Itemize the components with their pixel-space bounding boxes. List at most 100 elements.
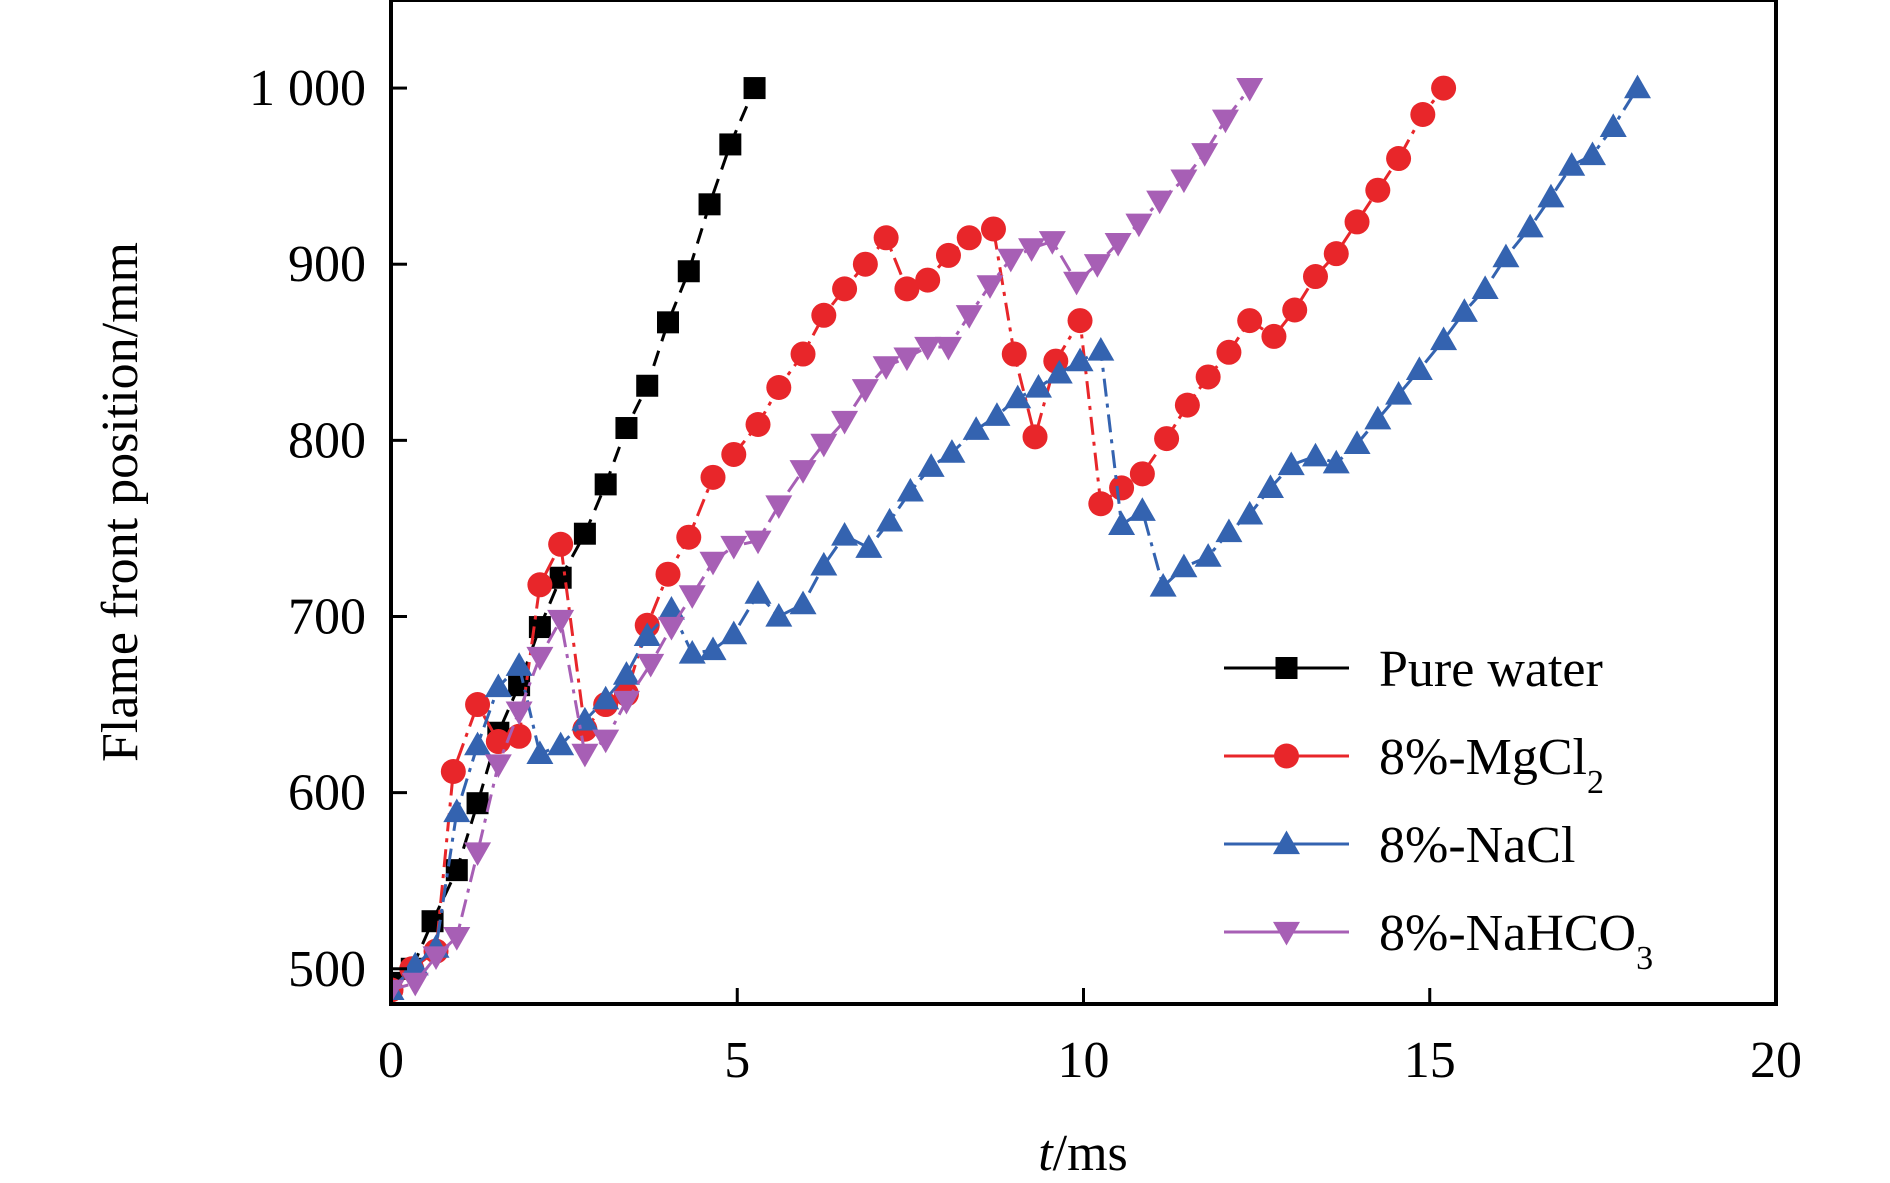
- data-point: [440, 758, 466, 784]
- data-point: [1104, 232, 1132, 257]
- data-point: [721, 441, 747, 467]
- data-point: [917, 453, 945, 477]
- data-point: [1170, 553, 1198, 578]
- y-tick-label: 600: [288, 765, 366, 822]
- data-point: [1194, 543, 1222, 567]
- data-point: [443, 926, 471, 951]
- x-tick-label: 15: [1404, 1032, 1456, 1089]
- data-point: [744, 580, 772, 604]
- x-tick-label: 20: [1750, 1032, 1802, 1089]
- legend-label: 8%-NaCl: [1379, 817, 1575, 874]
- legend-item: 8%-MgCl2: [1224, 729, 1604, 801]
- data-point: [720, 535, 748, 560]
- data-point: [699, 551, 727, 576]
- data-point: [1024, 374, 1052, 398]
- data-point: [1516, 213, 1544, 238]
- data-point: [1537, 183, 1565, 208]
- data-point: [1385, 381, 1413, 405]
- x-tick-label: 5: [724, 1032, 750, 1089]
- data-point: [547, 609, 575, 634]
- data-point: [876, 507, 904, 532]
- data-point: [1125, 213, 1153, 238]
- data-point: [1195, 364, 1221, 390]
- data-point: [1282, 297, 1308, 323]
- legend: Pure water 8%-MgCl2 8%-NaCl 8%-NaHCO3: [1224, 641, 1653, 977]
- data-point: [391, 979, 405, 1004]
- data-point: [934, 336, 962, 361]
- x-axis-title-italic: t: [1038, 1125, 1054, 1182]
- data-point: [548, 531, 574, 557]
- data-point: [1599, 113, 1627, 137]
- y-tick-label: 700: [288, 588, 366, 645]
- data-point: [1170, 169, 1198, 194]
- data-point: [633, 622, 661, 646]
- x-tick-label: 10: [1058, 1032, 1110, 1089]
- data-point: [962, 416, 990, 440]
- legend-label: 8%-MgCl2: [1379, 729, 1604, 801]
- data-point: [1215, 518, 1243, 543]
- data-point: [1066, 347, 1094, 372]
- data-point: [592, 729, 620, 754]
- data-point: [896, 477, 924, 502]
- data-point: [872, 356, 900, 380]
- data-point: [1128, 497, 1156, 521]
- data-point: [1001, 341, 1027, 367]
- data-point: [1018, 238, 1046, 262]
- data-point: [401, 972, 429, 997]
- data-point: [526, 740, 554, 765]
- data-point: [526, 646, 554, 671]
- data-point: [1322, 449, 1350, 474]
- data-point: [615, 417, 638, 440]
- data-point: [915, 267, 941, 293]
- data-point: [466, 792, 489, 815]
- data-point: [636, 374, 659, 397]
- data-point: [1067, 308, 1093, 334]
- legend-marker: [1275, 657, 1298, 679]
- data-point: [1624, 74, 1651, 99]
- data-point: [894, 276, 920, 302]
- data-point: [443, 798, 471, 823]
- data-point: [1364, 405, 1392, 430]
- data-point: [657, 595, 685, 620]
- data-point: [790, 341, 816, 367]
- data-point: [657, 616, 685, 641]
- data-point: [1236, 77, 1264, 102]
- data-point: [743, 77, 766, 100]
- y-axis-title: Flame front position/mm: [92, 242, 149, 762]
- x-axis-title: t/ms: [1038, 1125, 1128, 1182]
- data-point: [700, 464, 726, 490]
- data-point: [1558, 152, 1586, 176]
- data-point: [655, 561, 681, 587]
- data-point: [1236, 500, 1264, 525]
- data-point: [789, 460, 817, 484]
- data-point: [980, 216, 1006, 242]
- y-tick-label: 1 000: [249, 60, 366, 117]
- legend-marker: [1273, 921, 1300, 946]
- data-point: [1386, 146, 1412, 172]
- data-point: [852, 251, 878, 277]
- x-tick-label: 0: [378, 1032, 404, 1089]
- data-point: [766, 375, 792, 401]
- data-point: [1191, 143, 1219, 167]
- data-point: [955, 305, 983, 329]
- data-point: [527, 572, 553, 598]
- data-point: [1492, 243, 1520, 268]
- data-point: [1301, 442, 1329, 467]
- data-point: [1365, 177, 1391, 203]
- data-point: [637, 653, 665, 678]
- data-point: [1174, 392, 1200, 418]
- data-point: [445, 859, 468, 882]
- axes-layer: 0 5 10 15 20 500 600 700 800 900 1 000: [249, 60, 1802, 1089]
- data-point: [612, 690, 640, 715]
- data-point: [699, 636, 727, 661]
- data-point: [484, 754, 512, 778]
- data-point: [855, 534, 883, 558]
- data-point: [1216, 339, 1242, 365]
- data-point: [720, 620, 748, 645]
- data-point: [484, 673, 512, 698]
- data-point: [698, 193, 721, 216]
- data-point: [1154, 426, 1180, 452]
- data-point: [1323, 241, 1349, 267]
- x-axis-title-rest: /ms: [1053, 1125, 1128, 1182]
- series-2: [391, 74, 1651, 1001]
